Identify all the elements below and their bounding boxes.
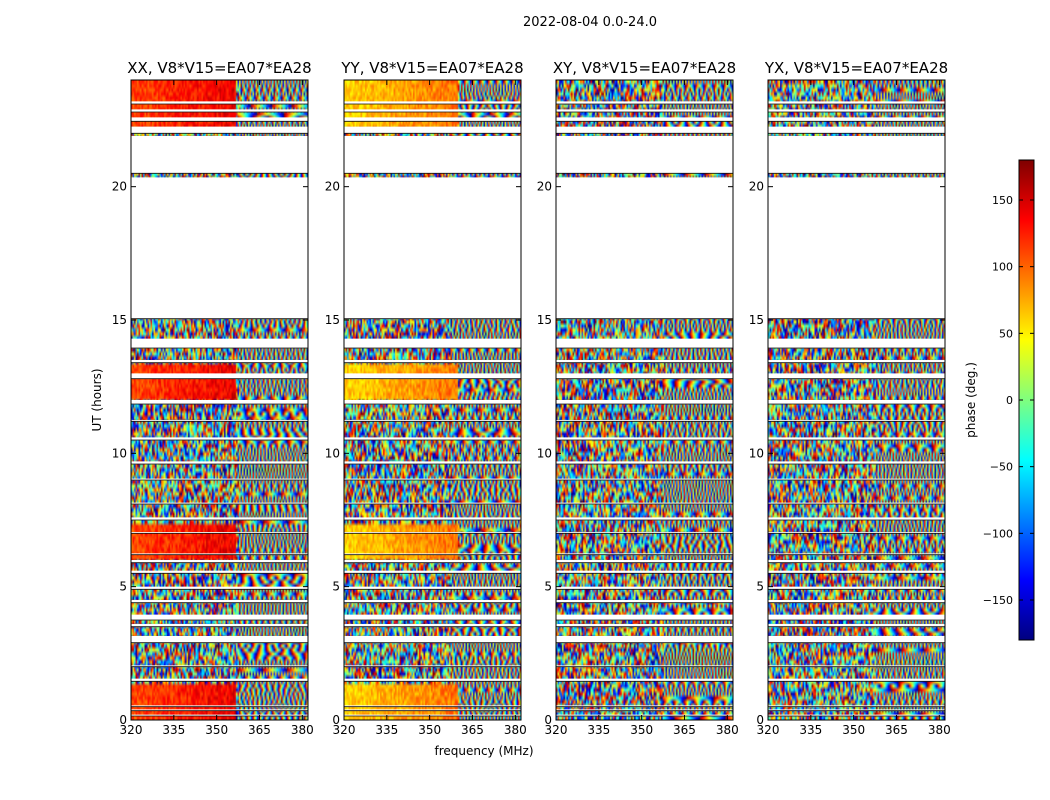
y-tick-label: 5: [756, 580, 764, 594]
y-tick-label: 0: [119, 713, 127, 727]
y-tick-label: 15: [749, 313, 764, 327]
y-tick-label: 5: [544, 580, 552, 594]
x-tick-label: 335: [799, 723, 822, 737]
x-tick-label: 365: [673, 723, 696, 737]
x-axis-label: frequency (MHz): [434, 744, 533, 758]
figure-suptitle: 2022-08-04 0.0-24.0: [523, 15, 657, 30]
colorbar-tick-label: 100: [992, 261, 1013, 274]
y-tick-label: 15: [537, 313, 552, 327]
y-tick-label: 20: [325, 180, 340, 194]
panel-3: XY, V8*V15=EA07*EA28 320 335 350 365 380 0 5 10 1…: [537, 59, 739, 737]
panel-title: YY, V8*V15=EA07*EA28: [340, 59, 523, 77]
panel-title: YX, V8*V15=EA07*EA28: [764, 59, 948, 77]
x-tick-label: 335: [162, 723, 185, 737]
y-tick-label: 20: [749, 180, 764, 194]
colorbar-tick-label: 50: [999, 327, 1013, 340]
panel-frame: [767, 79, 946, 721]
y-tick-label: 0: [544, 713, 552, 727]
x-tick-label: 365: [885, 723, 908, 737]
y-tick-label: 20: [537, 180, 552, 194]
y-tick-label: 0: [756, 713, 764, 727]
y-tick-label: 15: [325, 313, 340, 327]
y-tick-label: 0: [332, 713, 340, 727]
panels: XX, V8*V15=EA07*EA28 320 335 350 365 380 0 5 10 1…: [112, 59, 951, 737]
colorbar-tick-label: 0: [1006, 394, 1013, 407]
x-tick-label: 380: [504, 723, 527, 737]
colorbar-tick-label: −50: [990, 461, 1013, 474]
x-tick-label: 335: [587, 723, 610, 737]
phase-heatmap: [556, 80, 733, 720]
panel-frame: [555, 79, 734, 721]
y-tick-label: 10: [325, 446, 340, 460]
y-tick-label: 10: [537, 446, 552, 460]
y-axis-label: UT (hours): [90, 368, 104, 431]
phase-heatmap: [768, 80, 945, 720]
panel-4: YX, V8*V15=EA07*EA28 320 335 350 365 380 0 5 10 1…: [749, 59, 951, 737]
x-tick-label: 350: [418, 723, 441, 737]
colorbar-label: phase (deg.): [964, 362, 978, 438]
colorbar: −150 −100 −50 0 50 100 150 phase (deg.): [964, 159, 1035, 641]
phase-heatmap: [131, 80, 308, 720]
panel-title: XY, V8*V15=EA07*EA28: [553, 59, 736, 77]
x-tick-label: 350: [842, 723, 865, 737]
colorbar-tick-label: 150: [992, 194, 1013, 207]
colorbar-tick-label: −100: [983, 527, 1013, 540]
x-tick-label: 380: [291, 723, 314, 737]
y-tick-label: 15: [112, 313, 127, 327]
x-tick-label: 320: [545, 723, 568, 737]
x-tick-label: 320: [120, 723, 143, 737]
colorbar-tick-label: −150: [983, 594, 1013, 607]
panel-frame: [130, 79, 309, 721]
colorbar-ticks: −150 −100 −50 0 50 100 150: [983, 194, 1034, 607]
x-tick-label: 365: [248, 723, 271, 737]
x-tick-label: 350: [205, 723, 228, 737]
y-tick-label: 5: [332, 580, 340, 594]
y-tick-label: 10: [112, 446, 127, 460]
x-tick-label: 350: [630, 723, 653, 737]
panel-1: XX, V8*V15=EA07*EA28 320 335 350 365 380 0 5 10 1…: [112, 59, 314, 737]
panel-frame: [343, 79, 522, 721]
phase-heatmap: [344, 80, 521, 720]
panel-2: YY, V8*V15=EA07*EA28 320 335 350 365 380 0 5 10 1…: [325, 59, 527, 737]
y-tick-label: 10: [749, 446, 764, 460]
x-tick-label: 320: [333, 723, 356, 737]
y-tick-label: 5: [119, 580, 127, 594]
y-tick-label: 20: [112, 180, 127, 194]
x-tick-label: 320: [757, 723, 780, 737]
x-tick-label: 365: [461, 723, 484, 737]
x-tick-label: 380: [716, 723, 739, 737]
x-tick-label: 380: [928, 723, 951, 737]
x-tick-label: 335: [375, 723, 398, 737]
panel-title: XX, V8*V15=EA07*EA28: [127, 59, 311, 77]
